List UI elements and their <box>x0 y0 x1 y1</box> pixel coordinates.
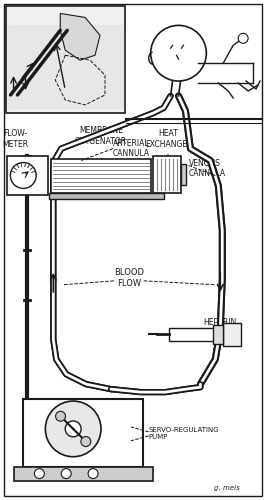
Circle shape <box>238 34 248 43</box>
Bar <box>51 158 151 194</box>
Bar <box>6 6 125 113</box>
Text: ARTERIAL
CANNULA: ARTERIAL CANNULA <box>113 138 150 158</box>
Circle shape <box>88 468 98 478</box>
Text: g. meis: g. meis <box>214 484 240 490</box>
Bar <box>13 466 153 480</box>
Circle shape <box>45 401 101 456</box>
Circle shape <box>81 436 91 446</box>
Text: VENOUS
CANNULA: VENOUS CANNULA <box>188 158 226 178</box>
Circle shape <box>34 468 44 478</box>
Text: SERVO-REGULATING
PUMP: SERVO-REGULATING PUMP <box>149 428 219 440</box>
Circle shape <box>55 412 65 421</box>
Bar <box>7 156 48 196</box>
Circle shape <box>61 468 71 478</box>
Text: FLOW-
METER: FLOW- METER <box>2 129 29 148</box>
Bar <box>181 164 186 186</box>
Text: HEPARIN
INFUSION: HEPARIN INFUSION <box>202 318 238 337</box>
Bar <box>169 328 220 342</box>
Text: BLOOD
FLOW: BLOOD FLOW <box>114 268 144 287</box>
Bar <box>223 322 241 346</box>
Bar <box>23 399 143 466</box>
Circle shape <box>151 26 206 81</box>
Text: MEMBRANE
OXYGENATOR: MEMBRANE OXYGENATOR <box>75 126 127 146</box>
Circle shape <box>10 162 36 188</box>
Bar <box>49 194 164 200</box>
Bar <box>213 324 223 344</box>
Bar <box>153 156 181 194</box>
Polygon shape <box>60 14 100 60</box>
Circle shape <box>65 421 81 437</box>
Text: HEAT
EXCHANGER: HEAT EXCHANGER <box>145 129 192 148</box>
